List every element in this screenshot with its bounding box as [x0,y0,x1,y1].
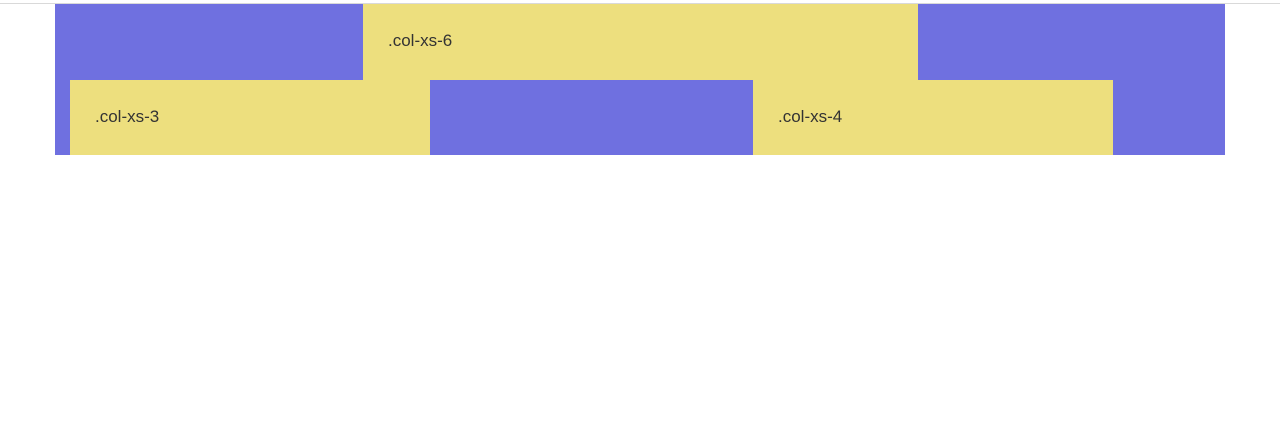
row-1-remainder [918,4,1225,80]
col-xs-6-cell: .col-xs-6 [363,4,918,80]
grid-row-2: .col-xs-3 .col-xs-4 [55,80,1225,155]
row-2-gutter-left [55,80,70,155]
col-xs-3-cell: .col-xs-3 [70,80,430,155]
col-xs-4-label: .col-xs-4 [778,107,843,126]
grid-container: .col-xs-6 .col-xs-3 .col-xs-4 [55,4,1225,155]
row-2-remainder [1113,80,1225,155]
row-1-offset [55,4,363,80]
col-xs-3-label: .col-xs-3 [95,107,160,126]
col-xs-4-cell: .col-xs-4 [753,80,1113,155]
row-2-offset [430,80,753,155]
col-xs-6-label: .col-xs-6 [388,31,453,50]
page-top-border [0,3,1280,4]
grid-row-1: .col-xs-6 [55,4,1225,80]
